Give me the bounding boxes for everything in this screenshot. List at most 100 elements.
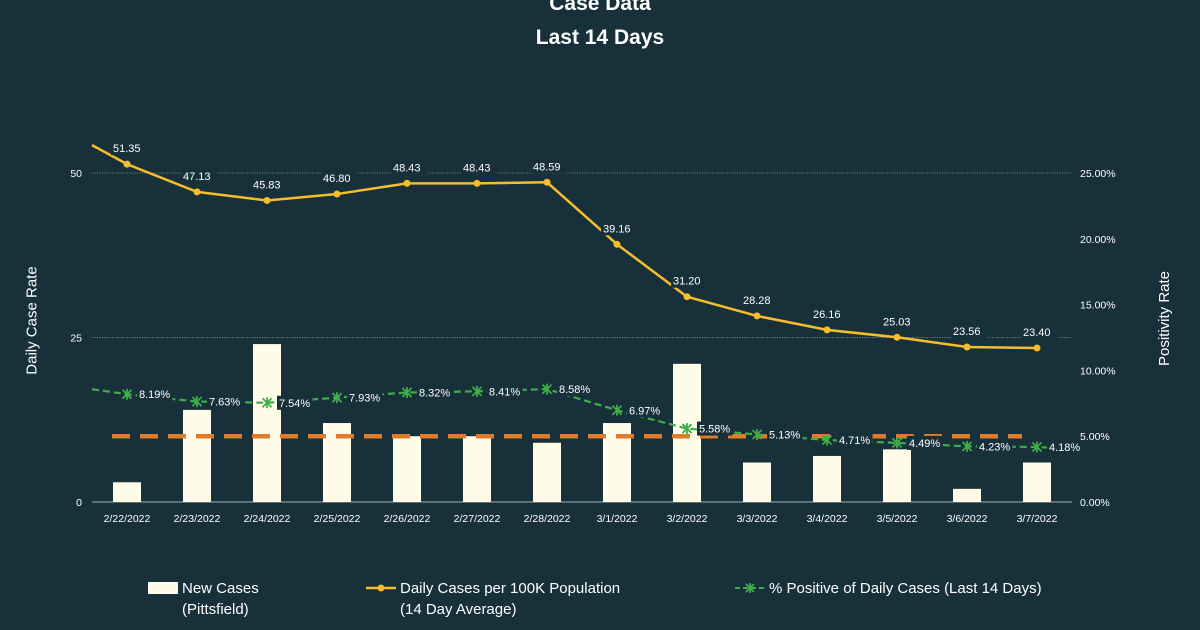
data-label-daily-cases: 25.03: [883, 316, 911, 328]
x-tick-label: 3/6/2022: [947, 513, 988, 525]
data-label-bg-daily-cases: [601, 221, 638, 236]
x-tick-label: 2/24/2022: [244, 513, 291, 525]
x-tick-label: 2/25/2022: [314, 513, 361, 525]
data-label-daily-cases: 26.16: [813, 309, 841, 321]
legend-swatch-line: [366, 584, 396, 592]
marker-daily-cases: [333, 190, 341, 198]
data-label-positivity: 4.71%: [839, 435, 870, 447]
legend-swatch-dashed: [735, 583, 765, 593]
marker-positivity: [611, 404, 623, 416]
data-label-daily-cases: 31.20: [673, 276, 701, 288]
x-tick-label: 2/22/2022: [104, 513, 151, 525]
marker-positivity: [331, 392, 343, 404]
y-axis-right-title: Positivity Rate: [1156, 270, 1174, 367]
data-label-positivity: 8.32%: [419, 388, 450, 400]
y-tick-right-4: 20.00%: [1080, 234, 1116, 246]
data-label-bg-daily-cases: [461, 160, 498, 175]
bar-new-cases: [953, 488, 981, 502]
bar-new-cases: [533, 442, 561, 502]
data-label-positivity: 7.63%: [209, 397, 240, 409]
data-label-daily-cases: 48.43: [393, 162, 421, 174]
data-label-bg-positivity: [347, 390, 383, 405]
y-axis-left-title: Daily Case Rate: [23, 266, 41, 375]
bar-new-cases: [743, 462, 771, 502]
data-label-bg-daily-cases: [391, 160, 428, 175]
data-label-bg-positivity: [137, 387, 173, 402]
data-label-bg-positivity: [977, 439, 1013, 454]
chart-subtitle: Last 14 Days: [535, 26, 665, 49]
data-label-bg-positivity: [837, 433, 873, 448]
data-label-bg-daily-cases: [1021, 325, 1058, 340]
bar-new-cases: [393, 436, 421, 502]
x-tick-label: 3/3/2022: [737, 513, 778, 525]
y-tick-right-5: 25.00%: [1080, 168, 1116, 180]
data-label-daily-cases: 39.16: [603, 223, 631, 235]
marker-daily-cases: [403, 179, 411, 187]
marker-positivity: [751, 428, 763, 440]
data-label-bg-daily-cases: [321, 171, 358, 186]
marker-daily-cases: [1033, 344, 1041, 352]
legend-label-positivity: % Positive of Daily Cases (Last 14 Days): [769, 580, 1042, 597]
data-label-positivity: 8.19%: [139, 389, 170, 401]
data-label-daily-cases: 48.43: [463, 162, 491, 174]
bar-new-cases: [813, 455, 841, 502]
y-tick-left-50: 50: [70, 168, 82, 180]
data-label-bg-daily-cases: [951, 323, 988, 338]
marker-positivity: [1031, 441, 1043, 453]
x-tick-label: 3/4/2022: [807, 513, 848, 525]
data-label-positivity: 5.13%: [769, 429, 800, 441]
marker-positivity: [681, 423, 693, 435]
y-tick-right-0: 0.00%: [1080, 497, 1110, 509]
data-label-bg-positivity: [907, 435, 943, 450]
x-tick-label: 3/7/2022: [1017, 513, 1058, 525]
data-label-positivity: 4.23%: [979, 441, 1010, 453]
data-label-bg-positivity: [207, 394, 243, 409]
y-tick-left-0: 0: [76, 497, 82, 509]
marker-daily-cases: [123, 160, 131, 168]
marker-daily-cases: [263, 196, 271, 204]
x-tick-label: 2/26/2022: [384, 513, 431, 525]
legend-label-daily-cases-line1: Daily Cases per 100K Population: [400, 580, 621, 597]
data-label-bg-daily-cases: [251, 177, 288, 192]
data-label-daily-cases: 23.40: [1023, 327, 1051, 339]
data-label-bg-positivity: [487, 384, 523, 399]
marker-daily-cases: [823, 326, 831, 334]
data-label-bg-daily-cases: [181, 168, 218, 183]
data-label-daily-cases: 45.83: [253, 179, 281, 191]
bar-new-cases: [183, 409, 211, 502]
legend-swatch-bar: [148, 582, 178, 594]
y-tick-right-1: 5.00%: [1080, 431, 1110, 443]
data-label-daily-cases: 51.35: [113, 143, 141, 155]
x-tick-label: 2/23/2022: [174, 513, 221, 525]
marker-daily-cases: [893, 333, 901, 341]
data-label-bg-daily-cases: [671, 273, 708, 288]
data-label-bg-daily-cases: [741, 292, 778, 307]
x-tick-label: 2/28/2022: [524, 513, 571, 525]
marker-daily-cases: [473, 179, 481, 187]
data-label-positivity: 8.41%: [489, 386, 520, 398]
y-tick-right-3: 15.00%: [1080, 300, 1116, 312]
marker-positivity: [191, 396, 203, 408]
marker-positivity: [541, 383, 553, 395]
marker-daily-cases: [543, 178, 551, 186]
marker-positivity: [401, 387, 413, 399]
marker-daily-cases: [963, 343, 971, 351]
chart-title: Case Data: [549, 0, 651, 15]
marker-positivity: [821, 434, 833, 446]
data-label-positivity: 8.58%: [559, 384, 590, 396]
y-tick-left-25: 25: [70, 333, 82, 345]
marker-positivity: [471, 385, 483, 397]
data-label-bg-positivity: [277, 395, 313, 410]
data-label-bg-positivity: [417, 385, 453, 400]
data-label-bg-positivity: [1047, 439, 1083, 454]
marker-daily-cases: [193, 188, 201, 196]
x-tick-label: 2/27/2022: [454, 513, 501, 525]
data-label-positivity: 6.97%: [629, 405, 660, 417]
legend-label-new-cases-line2: (Pittsfield): [182, 601, 249, 618]
bar-new-cases: [1023, 462, 1051, 502]
data-label-bg-daily-cases: [111, 141, 148, 156]
data-label-daily-cases: 47.13: [183, 171, 211, 183]
data-label-daily-cases: 48.59: [533, 161, 561, 173]
x-tick-label: 3/1/2022: [597, 513, 638, 525]
